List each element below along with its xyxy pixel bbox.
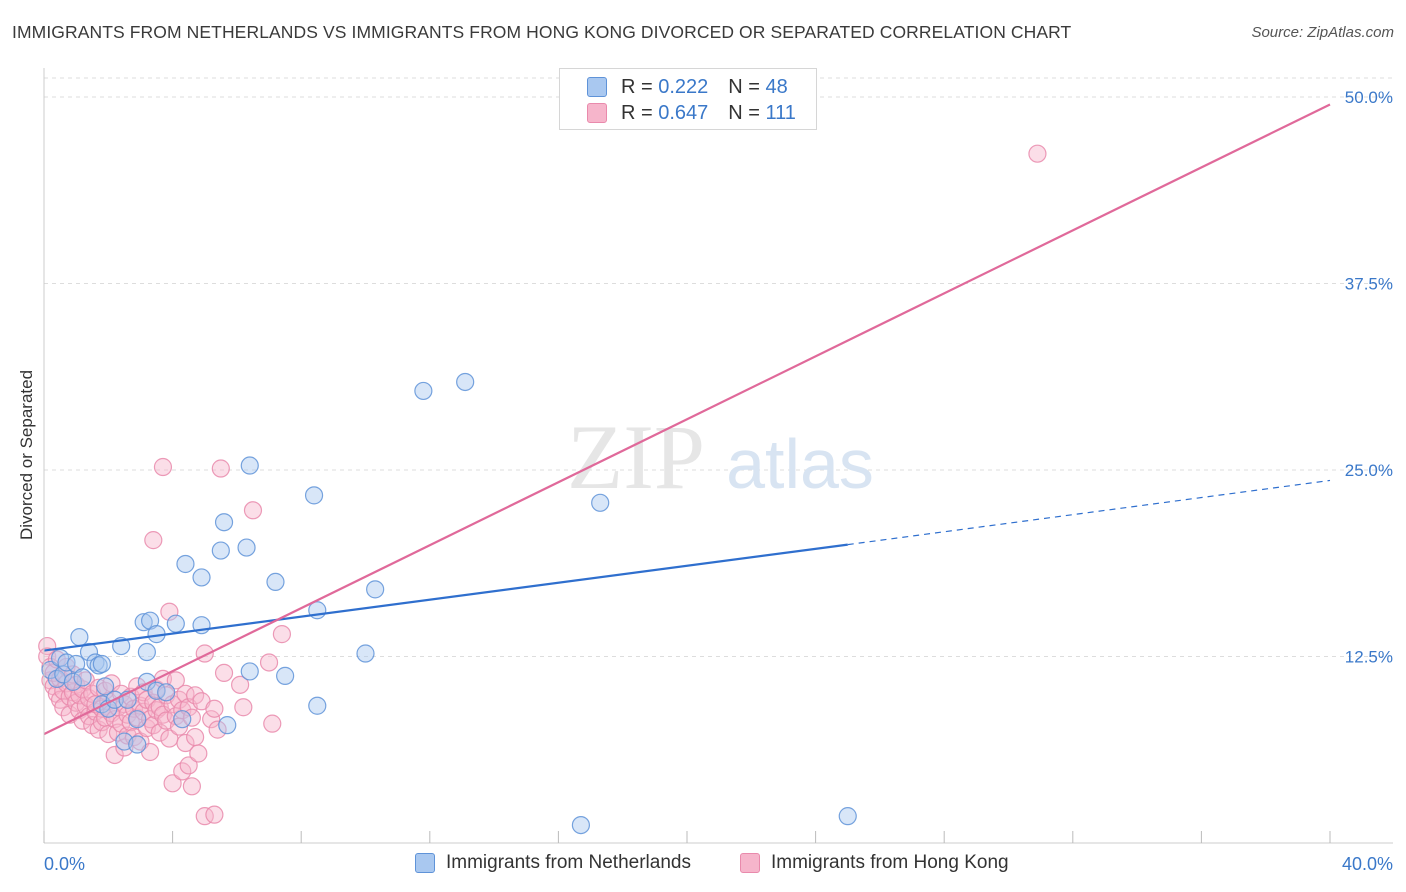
hongkong-point: [163, 774, 182, 793]
netherlands-n-label: N =: [728, 75, 760, 98]
hongkong-point: [144, 531, 163, 550]
watermark-atlas: atlas: [726, 425, 874, 503]
bottom-legend-hongkong: Immigrants from Hong Kong: [740, 852, 1009, 874]
hongkong-swatch: [587, 103, 607, 123]
netherlands-point: [366, 580, 385, 599]
hongkong-point: [231, 675, 250, 694]
hongkong-point: [202, 710, 221, 729]
hongkong-point: [153, 457, 173, 477]
stats-legend: R = 0.222 N = 48 R = 0.647 N = 111: [559, 68, 817, 130]
hongkong-point: [259, 653, 279, 672]
chart-title: IMMIGRANTS FROM NETHERLANDS VS IMMIGRANT…: [12, 22, 1072, 42]
hongkong-trend-line: [43, 103, 1331, 736]
hongkong-point: [208, 720, 227, 739]
netherlands-point: [57, 653, 76, 672]
hongkong-r-label: R =: [621, 101, 653, 124]
source-credit: Source: ZipAtlas.com: [1251, 24, 1394, 41]
bottom-netherlands-label: Immigrants from Netherlands: [446, 852, 691, 873]
netherlands-point: [86, 653, 105, 672]
legend-row-netherlands: R = 0.222 N = 48: [560, 74, 788, 100]
bottom-hongkong-label: Immigrants from Hong Kong: [771, 852, 1009, 873]
hongkong-point: [211, 459, 230, 478]
y-tick-label: 37.5%: [1345, 275, 1393, 294]
bottom-hongkong-swatch: [740, 853, 760, 873]
netherlands-point: [70, 628, 89, 647]
hongkong-point: [182, 708, 201, 727]
axis-layer: 12.5% 25.0% 37.5% 50.0% 0.0% 40.0%: [43, 68, 1393, 874]
netherlands-point: [173, 710, 192, 729]
netherlands-trend-line: [43, 543, 848, 652]
y-tick-label: 25.0%: [1345, 461, 1393, 480]
hongkong-n-value: 111: [765, 101, 796, 124]
netherlands-point: [218, 716, 237, 735]
netherlands-point: [54, 665, 73, 684]
hongkong-point: [182, 777, 201, 796]
netherlands-point: [304, 486, 324, 505]
netherlands-point: [240, 662, 259, 681]
netherlands-point: [211, 541, 230, 560]
netherlands-point: [176, 554, 195, 574]
hongkong-point: [243, 501, 263, 520]
hongkong-point: [263, 714, 282, 733]
points-layer: [38, 144, 1047, 835]
hongkong-point: [176, 733, 195, 753]
x-tick-label-right: 40.0%: [1342, 854, 1393, 874]
netherlands-point: [414, 381, 433, 401]
netherlands-point: [591, 493, 610, 512]
hongkong-point: [214, 663, 234, 683]
hongkong-point: [179, 756, 198, 775]
netherlands-point: [157, 683, 176, 702]
netherlands-point: [147, 681, 166, 700]
y-tick-label: 12.5%: [1345, 648, 1393, 667]
hongkong-point: [205, 805, 224, 824]
netherlands-point: [214, 513, 234, 532]
legend-row-hongkong: R = 0.647 N = 111: [560, 100, 796, 126]
grid-layer: [44, 77, 1393, 657]
hongkong-r-value: 0.647: [658, 101, 709, 124]
hongkong-point: [176, 684, 195, 703]
netherlands-swatch: [587, 77, 607, 97]
x-tick-label-left: 0.0%: [44, 854, 85, 874]
trend-layer: [43, 103, 1331, 736]
hongkong-n-label: N =: [728, 101, 760, 124]
hongkong-point: [1028, 144, 1047, 163]
bottom-legend-netherlands: Immigrants from Netherlands: [415, 852, 691, 874]
netherlands-point: [308, 696, 327, 715]
y-tick-label: 50.0%: [1345, 88, 1393, 107]
netherlands-point: [237, 538, 256, 557]
netherlands-point: [240, 456, 259, 475]
netherlands-point: [838, 807, 857, 826]
netherlands-point: [266, 572, 285, 592]
hongkong-point: [205, 699, 224, 718]
hongkong-point: [272, 625, 292, 644]
hongkong-point: [166, 671, 185, 690]
netherlands-n-value: 48: [765, 75, 788, 98]
hongkong-point: [234, 698, 253, 717]
netherlands-point: [192, 568, 211, 587]
netherlands-point: [356, 644, 375, 663]
netherlands-point: [456, 372, 475, 392]
netherlands-point: [63, 672, 83, 691]
netherlands-point: [134, 613, 153, 632]
netherlands-r-value: 0.222: [658, 75, 709, 98]
netherlands-point: [128, 735, 147, 754]
bottom-netherlands-swatch: [415, 853, 435, 873]
hongkong-point: [105, 745, 124, 765]
hongkong-point: [195, 807, 214, 826]
netherlands-point: [128, 710, 147, 729]
netherlands-trend-extension: [847, 479, 1331, 546]
netherlands-point: [571, 815, 591, 835]
hongkong-point: [189, 744, 208, 763]
netherlands-point: [73, 668, 92, 687]
hongkong-point: [186, 727, 205, 747]
netherlands-r-label: R =: [621, 75, 653, 98]
netherlands-point: [92, 654, 111, 674]
watermark-zip: ZIP: [567, 406, 705, 508]
netherlands-point: [166, 614, 185, 633]
netherlands-point: [137, 642, 156, 662]
netherlands-point: [95, 677, 115, 696]
netherlands-point: [276, 666, 295, 685]
